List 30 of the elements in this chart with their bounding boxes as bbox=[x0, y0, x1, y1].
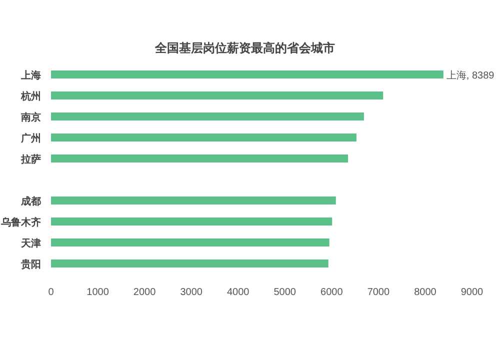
bar bbox=[51, 218, 332, 226]
bar bbox=[51, 70, 444, 78]
bar bbox=[51, 260, 328, 268]
chart-title: 全国基层岗位薪资最高的省会城市 bbox=[154, 41, 335, 55]
bar bbox=[51, 196, 336, 204]
x-tick-label: 4000 bbox=[226, 287, 250, 298]
x-tick-label: 1000 bbox=[86, 287, 110, 298]
bar bbox=[51, 154, 348, 162]
y-tick-label: 南京 bbox=[20, 112, 41, 124]
data-label: 上海, 8389 bbox=[446, 70, 495, 82]
x-tick-label: 9000 bbox=[460, 287, 484, 298]
y-tick-label: 贵阳 bbox=[20, 258, 41, 270]
y-tick-label: 上海 bbox=[20, 70, 41, 82]
x-tick-label: 6000 bbox=[320, 287, 344, 298]
bar bbox=[51, 134, 356, 142]
y-tick-label: 广州 bbox=[20, 132, 41, 144]
bar bbox=[51, 92, 384, 100]
x-tick-label: 5000 bbox=[274, 287, 296, 298]
bar bbox=[51, 238, 330, 246]
y-tick-label: 成都 bbox=[20, 196, 41, 208]
x-tick-label: 0 bbox=[48, 287, 54, 298]
bar bbox=[51, 112, 364, 120]
y-tick-label: 乌鲁木齐 bbox=[0, 216, 41, 228]
y-tick-label: 天津 bbox=[20, 238, 41, 250]
x-tick-label: 3000 bbox=[180, 287, 203, 298]
x-tick-label: 7000 bbox=[367, 287, 390, 298]
y-tick-label: 拉萨 bbox=[20, 154, 41, 166]
x-tick-label: 8000 bbox=[414, 287, 437, 298]
x-tick-label: 2000 bbox=[133, 287, 156, 298]
y-tick-label: 杭州 bbox=[20, 90, 41, 102]
